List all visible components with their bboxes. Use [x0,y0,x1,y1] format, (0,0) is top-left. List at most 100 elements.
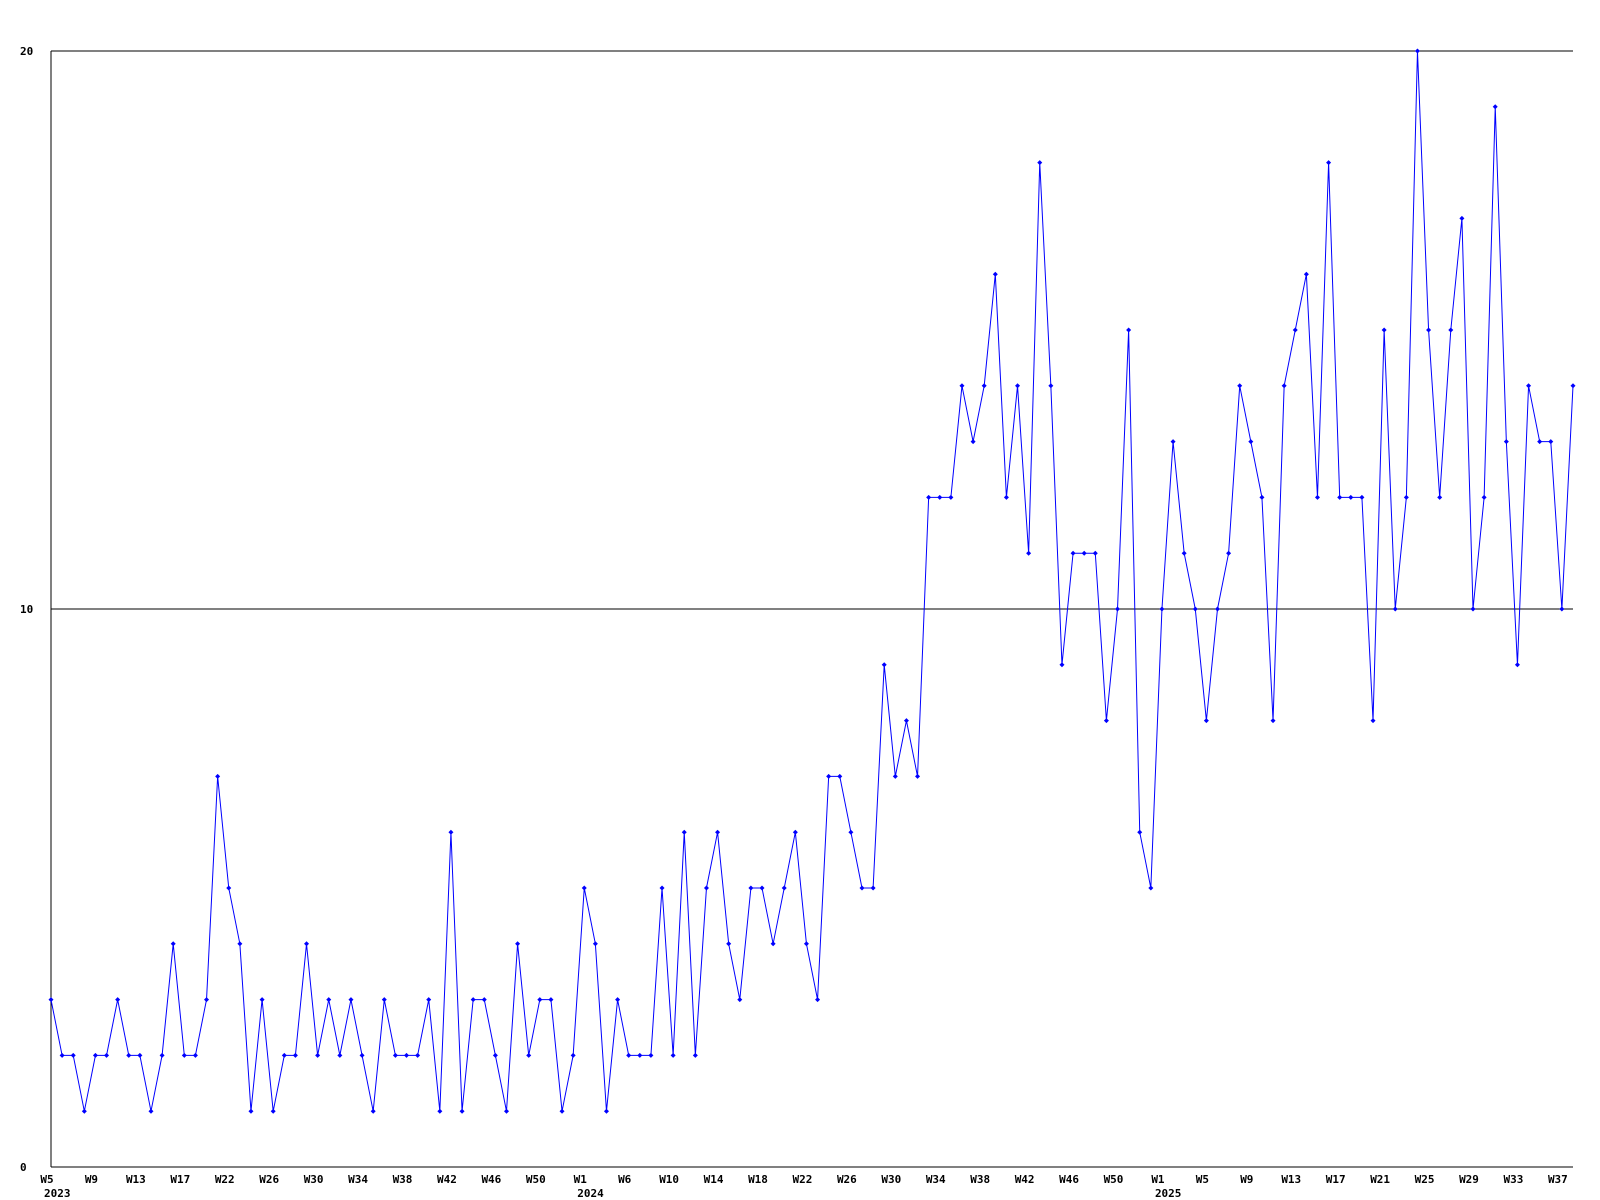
data-point [470,997,476,1003]
data-point [159,1052,165,1058]
data-point [1414,48,1420,54]
x-tick-label: W17 [1326,1173,1346,1186]
year-label: 2024 [577,1187,604,1200]
y-tick-label: 10 [20,603,33,616]
x-tick-label: W10 [659,1173,679,1186]
data-point [1059,662,1065,668]
data-point [48,997,54,1003]
data-point [481,997,487,1003]
data-point [1348,494,1354,500]
data-point [359,1052,365,1058]
x-tick-label: W34 [926,1173,946,1186]
x-tick-label: W29 [1459,1173,1479,1186]
x-tick-label: W17 [170,1173,190,1186]
data-point [559,1108,565,1114]
x-tick-label: W26 [259,1173,279,1186]
data-point [1281,383,1287,389]
data-point [348,997,354,1003]
data-point [1570,383,1576,389]
data-point [603,1108,609,1114]
data-point [1170,439,1176,445]
data-point [692,1052,698,1058]
data-point [1514,662,1520,668]
data-point [259,997,265,1003]
data-point [726,941,732,947]
x-tick-label: W1 [1151,1173,1165,1186]
x-tick-label: W46 [481,1173,501,1186]
data-point [1403,494,1409,500]
data-point [992,271,998,277]
x-tick-label: W50 [1104,1173,1124,1186]
x-tick-label: W18 [748,1173,768,1186]
data-point [937,494,943,500]
data-point [537,997,543,1003]
data-point [1181,550,1187,556]
data-point [1559,606,1565,612]
data-point [1548,439,1554,445]
data-point [59,1052,65,1058]
data-point [381,997,387,1003]
data-point [926,494,932,500]
data-point [1270,718,1276,724]
data-point [1437,494,1443,500]
data-point [1292,327,1298,333]
data-point [626,1052,632,1058]
data-point [370,1108,376,1114]
y-tick-label: 0 [20,1161,27,1174]
x-tick-label: W13 [126,1173,146,1186]
data-point [615,997,621,1003]
data-point [437,1108,443,1114]
x-tick-label: W46 [1059,1173,1079,1186]
data-point [915,773,921,779]
x-tick-label: W1 [574,1173,588,1186]
data-point [192,1052,198,1058]
data-point [1081,550,1087,556]
data-point [1448,327,1454,333]
data-point [1259,494,1265,500]
data-point [581,885,587,891]
data-point [181,1052,187,1058]
data-point [637,1052,643,1058]
data-line [50,50,1574,1112]
data-point [1214,606,1220,612]
data-point [648,1052,654,1058]
data-point [1426,327,1432,333]
data-point [1492,104,1498,110]
data-point [1359,494,1365,500]
x-tick-label: W14 [704,1173,724,1186]
data-point [892,773,898,779]
data-point [1481,494,1487,500]
data-point [1115,606,1121,612]
data-point [1037,160,1043,166]
data-point [448,829,454,835]
data-point [1392,606,1398,612]
data-point [404,1052,410,1058]
data-point [503,1108,509,1114]
data-point [1103,718,1109,724]
data-point [292,1052,298,1058]
data-point [1370,718,1376,724]
x-tick-label: W5 [1196,1173,1209,1186]
data-point [803,941,809,947]
data-point [1159,606,1165,612]
data-point [1337,494,1343,500]
data-point [548,997,554,1003]
x-tick-label: W42 [1015,1173,1035,1186]
data-point [848,829,854,835]
x-tick-label: W33 [1504,1173,1524,1186]
data-point [881,662,887,668]
data-point [492,1052,498,1058]
data-point [92,1052,98,1058]
x-tick-label: W5 [40,1173,53,1186]
data-point [1092,550,1098,556]
data-point [1470,606,1476,612]
x-tick-label: W50 [526,1173,546,1186]
data-point [1015,383,1021,389]
x-tick-label: W30 [881,1173,901,1186]
data-point [426,997,432,1003]
data-point [392,1052,398,1058]
x-tick-label: W25 [1415,1173,1435,1186]
data-point [137,1052,143,1058]
data-point [1537,439,1543,445]
